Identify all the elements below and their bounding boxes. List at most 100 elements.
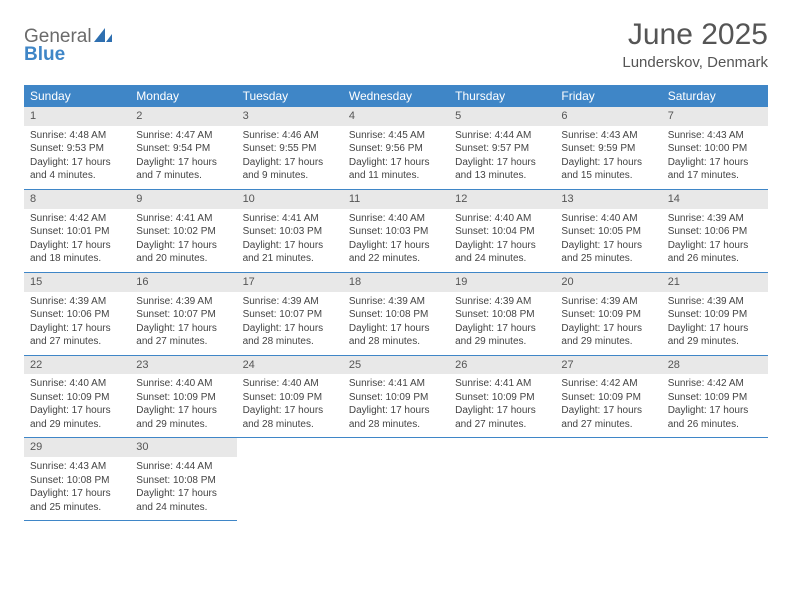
day-detail-line: and 26 minutes. [668,252,762,266]
day-detail-line: Sunrise: 4:40 AM [30,377,124,391]
calendar-cell: 26Sunrise: 4:41 AMSunset: 10:09 PMDaylig… [449,355,555,438]
day-number: 5 [449,107,555,126]
calendar-cell: 10Sunrise: 4:41 AMSunset: 10:03 PMDaylig… [237,189,343,272]
calendar-cell: 23Sunrise: 4:40 AMSunset: 10:09 PMDaylig… [130,355,236,438]
day-detail-line: Daylight: 17 hours [30,322,124,336]
day-number: 1 [24,107,130,126]
calendar-cell: 20Sunrise: 4:39 AMSunset: 10:09 PMDaylig… [555,272,661,355]
calendar-week-row: 29Sunrise: 4:43 AMSunset: 10:08 PMDaylig… [24,438,768,521]
calendar-table: Sunday Monday Tuesday Wednesday Thursday… [24,85,768,521]
day-detail-line: Daylight: 17 hours [30,487,124,501]
day-detail-line: Daylight: 17 hours [455,322,549,336]
weekday-header-row: Sunday Monday Tuesday Wednesday Thursday… [24,85,768,107]
calendar-cell: 29Sunrise: 4:43 AMSunset: 10:08 PMDaylig… [24,438,130,521]
day-details: Sunrise: 4:39 AMSunset: 10:06 PMDaylight… [24,292,130,355]
day-detail-line: Sunrise: 4:43 AM [30,460,124,474]
day-detail-line: Daylight: 17 hours [561,156,655,170]
day-number: 2 [130,107,236,126]
day-details: Sunrise: 4:39 AMSunset: 10:07 PMDaylight… [237,292,343,355]
day-number: 13 [555,190,661,209]
calendar-cell: 6Sunrise: 4:43 AMSunset: 9:59 PMDaylight… [555,107,661,189]
calendar-cell: 28Sunrise: 4:42 AMSunset: 10:09 PMDaylig… [662,355,768,438]
day-details: Sunrise: 4:41 AMSunset: 10:09 PMDaylight… [449,374,555,437]
day-detail-line: Sunset: 10:08 PM [455,308,549,322]
day-detail-line: Sunset: 10:09 PM [561,391,655,405]
day-detail-line: and 13 minutes. [455,169,549,183]
day-detail-line: Sunset: 10:06 PM [30,308,124,322]
day-details: Sunrise: 4:40 AMSunset: 10:09 PMDaylight… [24,374,130,437]
day-detail-line: and 28 minutes. [243,335,337,349]
calendar-cell: 11Sunrise: 4:40 AMSunset: 10:03 PMDaylig… [343,189,449,272]
day-details: Sunrise: 4:39 AMSunset: 10:09 PMDaylight… [662,292,768,355]
day-detail-line: Sunset: 10:09 PM [455,391,549,405]
day-detail-line: Sunset: 10:04 PM [455,225,549,239]
logo: General Blue [24,28,112,64]
calendar-cell: 9Sunrise: 4:41 AMSunset: 10:02 PMDayligh… [130,189,236,272]
day-detail-line: and 27 minutes. [30,335,124,349]
day-detail-line: Sunset: 10:03 PM [349,225,443,239]
day-detail-line: Daylight: 17 hours [455,239,549,253]
day-detail-line: Daylight: 17 hours [668,404,762,418]
day-detail-line: Sunset: 10:06 PM [668,225,762,239]
header: General Blue June 2025 Lunderskov, Denma… [24,18,768,71]
day-detail-line: and 26 minutes. [668,418,762,432]
day-detail-line: Daylight: 17 hours [136,322,230,336]
day-detail-line: Sunset: 10:08 PM [30,474,124,488]
day-details: Sunrise: 4:40 AMSunset: 10:09 PMDaylight… [237,374,343,437]
day-detail-line: and 24 minutes. [455,252,549,266]
day-number: 21 [662,273,768,292]
day-detail-line: Daylight: 17 hours [561,322,655,336]
day-detail-line: Sunrise: 4:47 AM [136,129,230,143]
day-detail-line: Daylight: 17 hours [30,156,124,170]
day-detail-line: Daylight: 17 hours [243,404,337,418]
weekday-header: Monday [130,85,236,107]
logo-sail-icon [94,26,112,47]
day-details: Sunrise: 4:40 AMSunset: 10:05 PMDaylight… [555,209,661,272]
day-detail-line: and 20 minutes. [136,252,230,266]
day-detail-line: and 15 minutes. [561,169,655,183]
day-detail-line: Sunrise: 4:44 AM [455,129,549,143]
day-detail-line: Sunrise: 4:39 AM [668,212,762,226]
day-detail-line: Sunrise: 4:42 AM [30,212,124,226]
day-number: 12 [449,190,555,209]
day-number: 28 [662,356,768,375]
day-detail-line: Sunset: 10:09 PM [136,391,230,405]
day-number: 16 [130,273,236,292]
day-detail-line: Sunset: 10:09 PM [668,391,762,405]
day-detail-line: Daylight: 17 hours [349,404,443,418]
day-number: 3 [237,107,343,126]
day-detail-line: Sunset: 9:54 PM [136,142,230,156]
day-details: Sunrise: 4:43 AMSunset: 9:59 PMDaylight:… [555,126,661,189]
day-details: Sunrise: 4:42 AMSunset: 10:01 PMDaylight… [24,209,130,272]
day-details: Sunrise: 4:42 AMSunset: 10:09 PMDaylight… [555,374,661,437]
day-detail-line: Sunset: 10:09 PM [30,391,124,405]
calendar-cell: 8Sunrise: 4:42 AMSunset: 10:01 PMDayligh… [24,189,130,272]
day-detail-line: Sunrise: 4:39 AM [243,295,337,309]
day-number: 17 [237,273,343,292]
calendar-cell [343,438,449,521]
day-number: 24 [237,356,343,375]
day-detail-line: Sunrise: 4:40 AM [136,377,230,391]
day-detail-line: Sunrise: 4:39 AM [349,295,443,309]
day-details: Sunrise: 4:40 AMSunset: 10:03 PMDaylight… [343,209,449,272]
day-detail-line: Sunrise: 4:39 AM [30,295,124,309]
day-detail-line: Sunset: 10:09 PM [668,308,762,322]
day-details: Sunrise: 4:48 AMSunset: 9:53 PMDaylight:… [24,126,130,189]
day-number: 6 [555,107,661,126]
day-number: 23 [130,356,236,375]
day-details: Sunrise: 4:40 AMSunset: 10:04 PMDaylight… [449,209,555,272]
weekday-header: Saturday [662,85,768,107]
day-detail-line: Sunset: 10:07 PM [243,308,337,322]
day-detail-line: Daylight: 17 hours [30,239,124,253]
day-detail-line: Daylight: 17 hours [243,322,337,336]
day-detail-line: Sunrise: 4:39 AM [455,295,549,309]
day-detail-line: Sunrise: 4:41 AM [136,212,230,226]
calendar-cell: 17Sunrise: 4:39 AMSunset: 10:07 PMDaylig… [237,272,343,355]
day-detail-line: Daylight: 17 hours [136,156,230,170]
day-detail-line: Daylight: 17 hours [243,156,337,170]
day-detail-line: Daylight: 17 hours [455,156,549,170]
day-detail-line: and 29 minutes. [30,418,124,432]
day-detail-line: Sunrise: 4:40 AM [349,212,443,226]
day-detail-line: Sunset: 10:09 PM [561,308,655,322]
day-number: 19 [449,273,555,292]
